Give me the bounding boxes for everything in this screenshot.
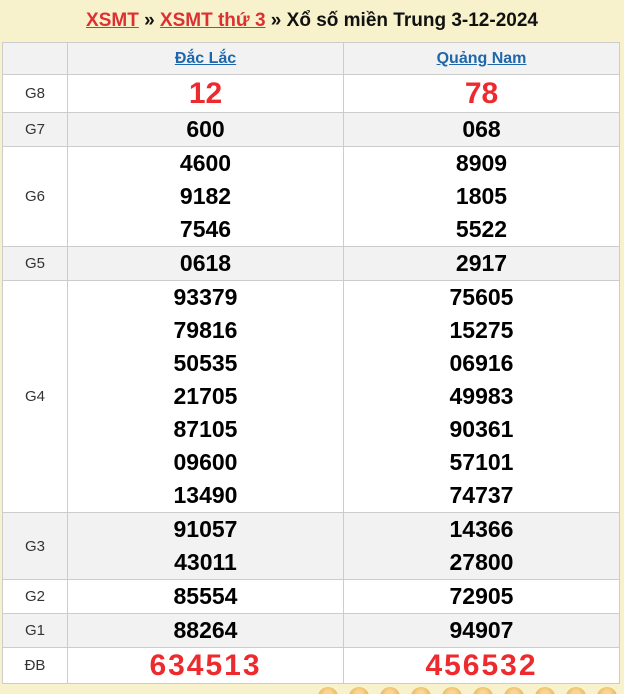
prize-row-đb: ĐB 634513 456532: [2, 647, 620, 684]
lotto-ball-icon: [442, 687, 462, 694]
result-number: 90361: [449, 416, 514, 442]
lotto-ball-icon: [504, 687, 524, 694]
breadcrumb-separator: »: [265, 10, 287, 31]
result-cell-g7-col1: 068: [343, 112, 620, 147]
result-cell-g1-col1: 94907: [343, 613, 620, 648]
result-cell-g3-col1: 14366 27800: [343, 512, 620, 580]
prize-label: G2: [2, 579, 68, 614]
prize-row-g6: G6 4600 9182 7546 8909 1805 5522: [2, 146, 620, 247]
result-cell-đb-col1: 456532: [343, 647, 620, 684]
result-number: 7546: [179, 216, 232, 242]
result-number: 1805: [455, 183, 508, 209]
result-number: 8909: [455, 150, 508, 176]
table-header-row: Đắc Lắc Quảng Nam: [2, 42, 620, 75]
lotto-ball-icon: [597, 687, 617, 694]
column-header-quang-nam: Quảng Nam: [343, 42, 620, 75]
ball-strip: [318, 687, 624, 694]
prize-label: ĐB: [2, 647, 68, 684]
breadcrumb-separator: »: [138, 10, 160, 31]
result-number: 068: [462, 116, 501, 142]
result-number: 21705: [173, 383, 238, 409]
result-number: 456532: [425, 649, 538, 682]
lotto-ball-icon: [411, 687, 431, 694]
prize-label: G4: [2, 280, 68, 513]
result-cell-g8-col1: 78: [343, 74, 620, 113]
result-number: 74737: [449, 482, 514, 508]
result-number: 27800: [449, 549, 514, 575]
prize-row-g4: G4 93379 79816 50535 21705 87105 09600 13490 756…: [2, 280, 620, 513]
result-number: 5522: [455, 216, 508, 242]
result-number: 13490: [173, 482, 238, 508]
result-number: 79816: [173, 317, 238, 343]
breadcrumb-link-xsmt[interactable]: XSMT: [86, 10, 139, 31]
result-number: 2917: [455, 250, 508, 276]
prize-label: G6: [2, 146, 68, 247]
prize-label: G1: [2, 613, 68, 648]
prize-row-g2: G2 85554 72905: [2, 579, 620, 614]
result-number: 94907: [449, 617, 514, 643]
breadcrumb: XSMT » XSMT thứ 3 » Xổ số miền Trung 3-1…: [0, 0, 624, 42]
lotto-ball-icon: [349, 687, 369, 694]
breadcrumb-link-xsmt-thu3[interactable]: XSMT thứ 3: [159, 10, 266, 31]
prize-row-g5: G5 0618 2917: [2, 246, 620, 281]
result-number: 14366: [449, 516, 514, 542]
result-number: 09600: [173, 449, 238, 475]
prize-label: G3: [2, 512, 68, 580]
result-number: 85554: [173, 583, 238, 609]
prize-row-g7: G7 600 068: [2, 112, 620, 147]
result-number: 78: [464, 77, 499, 110]
prize-row-g1: G1 88264 94907: [2, 613, 620, 648]
result-number: 600: [186, 116, 225, 142]
result-number: 49983: [449, 383, 514, 409]
result-cell-g2-col1: 72905: [343, 579, 620, 614]
prize-label: G5: [2, 246, 68, 281]
result-number: 87105: [173, 416, 238, 442]
result-number: 4600: [179, 150, 232, 176]
province-link-quang-nam[interactable]: Quảng Nam: [436, 49, 527, 67]
result-cell-g4-col1: 75605 15275 06916 49983 90361 57101 74737: [343, 280, 620, 513]
result-cell-g2-col0: 85554: [67, 579, 344, 614]
lotto-ball-icon: [380, 687, 400, 694]
result-cell-g6-col0: 4600 9182 7546: [67, 146, 344, 247]
result-cell-g1-col0: 88264: [67, 613, 344, 648]
result-number: 91057: [173, 516, 238, 542]
prize-row-g3: G3 91057 43011 14366 27800: [2, 512, 620, 580]
page-title: Xổ số miền Trung 3-12-2024: [286, 10, 538, 31]
result-cell-đb-col0: 634513: [67, 647, 344, 684]
result-number: 43011: [174, 549, 237, 575]
column-header-dac-lac: Đắc Lắc: [67, 42, 344, 75]
result-cell-g5-col1: 2917: [343, 246, 620, 281]
result-cell-g6-col1: 8909 1805 5522: [343, 146, 620, 247]
prize-label: G8: [2, 74, 68, 113]
result-number: 93379: [173, 284, 238, 310]
result-number: 72905: [449, 583, 514, 609]
result-cell-g5-col0: 0618: [67, 246, 344, 281]
result-number: 12: [188, 77, 223, 110]
province-link-dac-lac[interactable]: Đắc Lắc: [174, 49, 237, 67]
result-number: 75605: [449, 284, 514, 310]
result-number: 50535: [173, 350, 238, 376]
prize-label: G7: [2, 112, 68, 147]
result-number: 06916: [449, 350, 514, 376]
result-cell-g4-col0: 93379 79816 50535 21705 87105 09600 13490: [67, 280, 344, 513]
lotto-ball-icon: [535, 687, 555, 694]
result-cell-g7-col0: 600: [67, 112, 344, 147]
results-table: Đắc Lắc Quảng Nam G8 12 78 G7 600 068 G6 4600 91…: [2, 42, 620, 684]
result-number: 57101: [449, 449, 514, 475]
result-number: 0618: [179, 250, 232, 276]
lotto-ball-icon: [318, 687, 338, 694]
result-number: 634513: [149, 649, 262, 682]
prize-row-g8: G8 12 78: [2, 74, 620, 113]
result-number: 88264: [173, 617, 238, 643]
result-number: 15275: [449, 317, 514, 343]
result-cell-g8-col0: 12: [67, 74, 344, 113]
result-number: 9182: [179, 183, 232, 209]
corner-cell: [2, 42, 68, 75]
lotto-ball-icon: [566, 687, 586, 694]
lotto-ball-icon: [473, 687, 493, 694]
result-cell-g3-col0: 91057 43011: [67, 512, 344, 580]
